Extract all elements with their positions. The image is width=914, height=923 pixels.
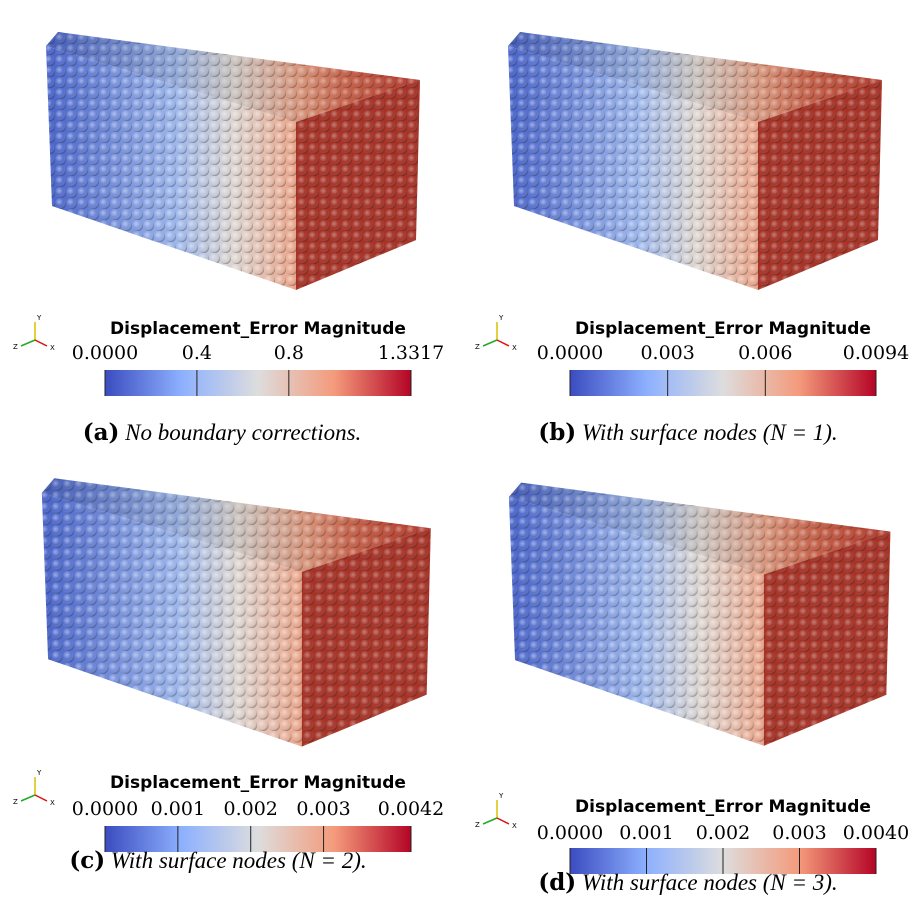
axis-label: Z [475,343,480,351]
axis-z [21,795,35,801]
colorbar-tick-label: 0.0042 [378,798,444,820]
axis-x [497,340,509,346]
particle-box [508,32,882,290]
caption-label: (b) [538,419,576,446]
colorbar-tick-label: 0.002 [224,798,278,820]
colorbar [570,370,876,396]
colorbar-tick-label: 0.0000 [72,798,138,820]
caption-text: With surface nodes (N = 1). [582,420,838,445]
caption-label: (a) [83,419,120,446]
axis-label: X [512,344,517,352]
colorbar-title: Displacement_Error Magnitude [110,319,406,339]
caption: (a) No boundary corrections. [83,419,362,446]
caption: (c) With surface nodes (N = 2). [69,847,366,874]
colorbar-tick-label: 0.006 [738,342,792,364]
axis-label: X [512,822,517,830]
particle-box [509,483,890,746]
axis-x [497,818,509,824]
figure: Y X Z Displacement_Error Magnitude 0.0000 0.4… [0,0,914,923]
colorbar-tick-label: 0.003 [772,822,826,844]
caption-label: (d) [538,869,576,896]
axis-x [35,795,47,801]
particle-box [46,32,420,290]
particle-box [42,478,431,746]
axis-label: X [50,799,55,807]
colorbar-tick-label: 0.0000 [537,822,603,844]
caption-label: (c) [69,847,105,874]
colorbar-title: Displacement_Error Magnitude [110,773,406,793]
axis-z [483,818,497,824]
caption-text: With surface nodes (N = 2). [111,848,367,873]
colorbar-tick-label: 0.0000 [72,342,138,364]
colorbar-tick-label: 0.0094 [843,342,909,364]
axis-z [21,340,35,346]
colorbar-tick-label: 0.003 [296,798,350,820]
colorbar [105,370,411,396]
colorbar-title: Displacement_Error Magnitude [575,319,871,339]
colorbar-tick-label: 0.0000 [537,342,603,364]
axis-label: Y [498,314,504,322]
axis-x [35,340,47,346]
colorbar-title: Displacement_Error Magnitude [575,797,871,817]
axis-label: Y [498,792,504,800]
colorbar-tick-label: 0.0040 [843,822,909,844]
caption: (d) With surface nodes (N = 3). [538,869,837,896]
colorbar-tick-label: 0.003 [640,342,694,364]
caption-text: With surface nodes (N = 3). [582,870,838,895]
caption: (b) With surface nodes (N = 1). [538,419,837,446]
axis-label: X [50,344,55,352]
colorbar-tick-label: 0.001 [619,822,673,844]
caption-text: No boundary corrections. [124,420,361,445]
colorbar-tick-label: 0.002 [696,822,750,844]
axis-label: Z [13,798,18,806]
axis-label: Z [475,821,480,829]
axis-label: Y [36,769,42,777]
colorbar-tick-label: 1.3317 [378,342,444,364]
colorbar-tick-label: 0.8 [274,342,304,364]
axis-label: Y [36,314,42,322]
colorbar-tick-label: 0.4 [182,342,212,364]
colorbar-tick-label: 0.001 [151,798,205,820]
axis-label: Z [13,343,18,351]
axis-z [483,340,497,346]
